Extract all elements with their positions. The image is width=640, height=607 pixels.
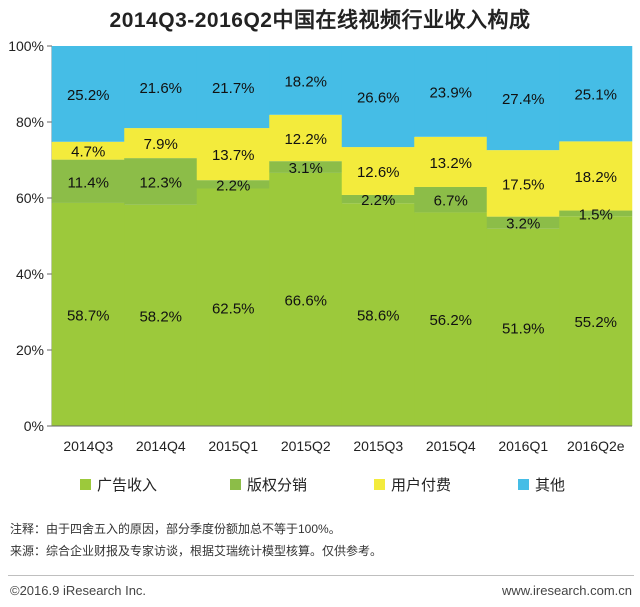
data-label: 12.6% — [357, 164, 400, 181]
bar-segment-2016Q2e-2 — [559, 141, 633, 211]
data-label: 6.7% — [434, 193, 468, 210]
bar-segment-2015Q4-1 — [414, 186, 488, 213]
bar-segment-2015Q3-1 — [341, 194, 415, 204]
bar-segment-2014Q4-2 — [124, 128, 198, 159]
data-label: 12.3% — [139, 174, 182, 191]
data-label: 51.9% — [502, 320, 545, 337]
data-label: 27.4% — [502, 91, 545, 108]
bar-segment-2015Q1-2 — [196, 128, 270, 181]
x-tick-label: 2014Q4 — [136, 438, 186, 454]
footer-copyright: ©2016.9 iResearch Inc. — [10, 583, 147, 598]
data-label: 25.2% — [67, 87, 110, 104]
y-tick-label: 60% — [16, 190, 44, 206]
data-label: 21.7% — [212, 80, 255, 97]
data-label: 25.1% — [574, 87, 617, 104]
bar-segment-2014Q3-3 — [51, 46, 125, 142]
note-rounding: 注释：由于四舍五入的原因，部分季度份额加总不等于100%。 — [10, 522, 341, 536]
data-label: 2.2% — [361, 192, 395, 209]
legend: 广告收入 版权分销 用户付费 其他 — [80, 477, 565, 494]
y-tick-label: 20% — [16, 342, 44, 358]
data-label: 1.5% — [579, 206, 613, 223]
data-label: 58.2% — [139, 308, 182, 325]
data-label: 12.2% — [284, 131, 327, 148]
bar-segment-2015Q2-2 — [269, 114, 343, 162]
data-label: 55.2% — [574, 314, 617, 331]
bar-segment-2015Q3-0 — [341, 203, 415, 426]
bar-segment-2016Q2e-3 — [559, 46, 633, 142]
bar-segment-2016Q2e-1 — [559, 210, 633, 217]
bar-segment-2014Q4-1 — [124, 158, 198, 205]
bars-group — [51, 46, 633, 426]
legend-label: 其他 — [535, 477, 565, 494]
data-label: 13.2% — [429, 155, 472, 172]
bar-segment-2015Q2-3 — [269, 46, 343, 115]
bar-segment-2016Q1-0 — [486, 228, 560, 426]
data-label: 62.5% — [212, 300, 255, 317]
bar-segment-2015Q3-2 — [341, 147, 415, 195]
legend-label: 版权分销 — [247, 477, 307, 494]
stacked-bar-chart: 0%20%40%60%80%100% 58.7%11.4%4.7%25.2%58… — [8, 38, 633, 494]
bar-segment-2015Q1-0 — [196, 188, 270, 426]
bar-segment-2015Q4-3 — [414, 46, 488, 137]
legend-swatch — [374, 479, 385, 490]
bar-segment-2016Q1-2 — [486, 150, 560, 217]
x-tick-label: 2015Q1 — [208, 438, 258, 454]
bar-segment-2015Q3-3 — [341, 46, 415, 148]
bar-segment-2015Q4-2 — [414, 136, 488, 187]
data-label: 58.6% — [357, 308, 400, 325]
data-label: 4.7% — [71, 144, 105, 161]
legend-swatch — [80, 479, 91, 490]
bar-segment-2016Q1-3 — [486, 46, 560, 151]
bar-segment-2015Q1-3 — [196, 46, 270, 129]
data-label: 2.2% — [216, 177, 250, 194]
footer-divider — [8, 575, 634, 576]
bar-segment-2014Q3-2 — [51, 141, 125, 160]
data-label: 3.1% — [289, 160, 323, 177]
data-label: 56.2% — [429, 312, 472, 329]
bar-labels-group: 58.7% 11.4% 4.7% 25.2% 58.2% 12.3% 7.9% 21.6% 62… — [67, 73, 617, 337]
bar-segment-2015Q2-1 — [269, 161, 343, 173]
data-label: 7.9% — [144, 136, 178, 153]
y-tick-label: 100% — [8, 38, 44, 54]
data-label: 18.2% — [574, 169, 617, 186]
legend-label: 广告收入 — [97, 477, 157, 494]
bar-segment-2015Q2-0 — [269, 172, 343, 426]
bar-segment-2016Q2e-0 — [559, 216, 633, 426]
x-tick-label: 2014Q3 — [63, 438, 113, 454]
x-tick-label: 2015Q3 — [353, 438, 403, 454]
x-axis: 2014Q3 2014Q4 2015Q1 2015Q2 2015Q3 2015Q4 2016… — [52, 425, 632, 454]
legend-label: 用户付费 — [391, 477, 451, 494]
legend-swatch — [230, 479, 241, 490]
x-tick-label: 2016Q1 — [498, 438, 548, 454]
bar-segment-2015Q1-1 — [196, 180, 270, 189]
bar-segment-2015Q4-0 — [414, 212, 488, 426]
x-tick-label: 2015Q4 — [426, 438, 476, 454]
legend-swatch — [518, 479, 529, 490]
data-label: 26.6% — [357, 90, 400, 107]
note-source: 来源：综合企业财报及专家访谈，根据艾瑞统计模型核算。仅供参考。 — [10, 544, 383, 558]
x-tick-label: 2016Q2e — [567, 438, 625, 454]
bar-segment-2014Q4-3 — [124, 46, 198, 129]
chart-title: 2014Q3-2016Q2中国在线视频行业收入构成 — [109, 9, 531, 32]
data-label: 13.7% — [212, 147, 255, 164]
data-label: 23.9% — [429, 84, 472, 101]
bar-segment-2016Q1-1 — [486, 216, 560, 229]
y-tick-label: 40% — [16, 266, 44, 282]
x-tick-label: 2015Q2 — [281, 438, 331, 454]
y-tick-label: 0% — [24, 418, 44, 434]
bar-segment-2014Q4-0 — [124, 204, 198, 426]
data-label: 58.7% — [67, 307, 110, 324]
footer-website: www.iresearch.com.cn — [501, 583, 632, 598]
bar-segment-2014Q3-1 — [51, 159, 125, 203]
data-label: 66.6% — [284, 292, 327, 309]
data-label: 17.5% — [502, 176, 545, 193]
y-tick-label: 80% — [16, 114, 44, 130]
data-label: 21.6% — [139, 80, 182, 97]
bar-segment-2014Q3-0 — [51, 202, 125, 426]
data-label: 3.2% — [506, 216, 540, 233]
y-axis: 0% 20% 40% 60% 80% 100% — [8, 38, 53, 434]
data-label: 18.2% — [284, 73, 327, 90]
data-label: 11.4% — [68, 174, 109, 191]
